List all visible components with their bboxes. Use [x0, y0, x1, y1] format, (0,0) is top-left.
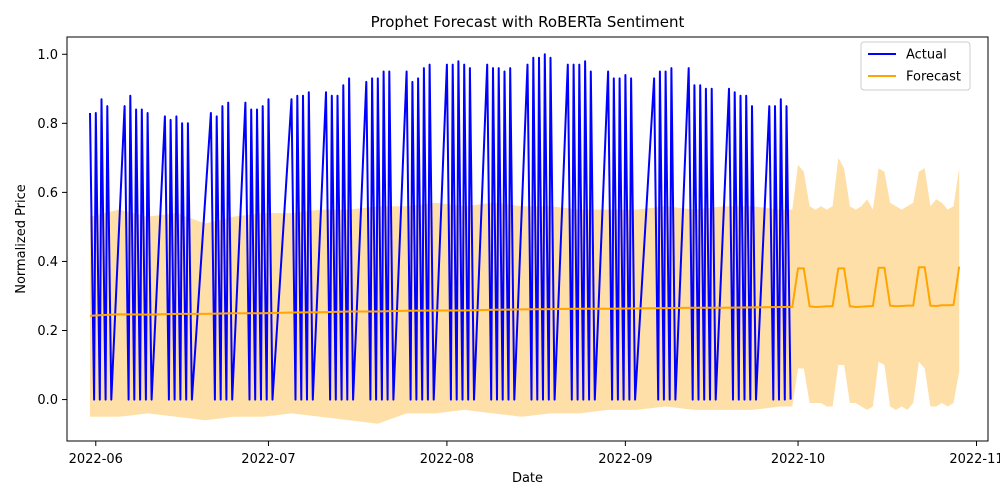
x-tick-label: 2022-09	[598, 452, 652, 467]
chart-title: Prophet Forecast with RoBERTa Sentiment	[371, 13, 685, 31]
plot-frame	[66, 36, 989, 442]
x-tick-label: 2022-07	[241, 452, 295, 467]
x-tick-label: 2022-10	[771, 452, 825, 467]
y-tick-label: 0.2	[37, 324, 58, 339]
y-tick-label: 0.6	[37, 186, 58, 201]
x-axis: 2022-06 2022-07 2022-08 2022-09 2022-10 2022-…	[69, 441, 1000, 467]
actual-series-line	[89, 53, 792, 401]
x-tick-label: 2022-11	[949, 452, 1000, 467]
y-axis-title: Normalized Price	[14, 184, 29, 294]
y-tick-label: 0.0	[37, 393, 58, 408]
y-tick-label: 1.0	[37, 48, 58, 63]
legend-label: Actual	[906, 48, 947, 63]
x-tick-label: 2022-08	[420, 452, 474, 467]
forecast-series-layer	[89, 266, 961, 317]
forecast-series-line	[89, 266, 961, 317]
legend-label: Forecast	[906, 70, 961, 85]
x-tick-label: 2022-06	[69, 452, 123, 467]
y-tick-label: 0.4	[37, 255, 58, 270]
legend: Actual Forecast	[860, 41, 971, 91]
actual-series-layer	[89, 53, 792, 401]
y-axis: 0.0 0.2 0.4 0.6 0.8 1.0	[37, 48, 67, 408]
x-axis-title: Date	[512, 471, 543, 486]
y-tick-label: 0.8	[37, 117, 58, 132]
